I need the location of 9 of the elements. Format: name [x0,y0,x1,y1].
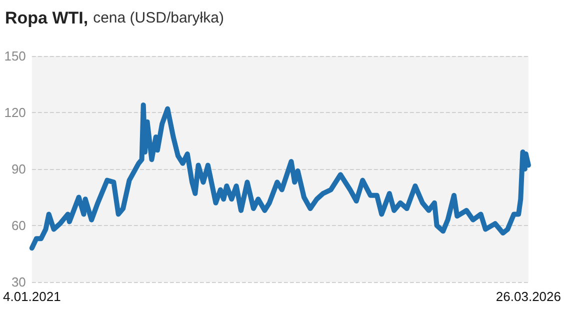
chart-title: Ropa WTI, [5,8,88,28]
y-tick-label: 120 [4,105,26,120]
y-tick-label: 150 [4,48,26,64]
x-tick-label: 26.03.2026 [496,289,562,304]
x-tick-label: 4.01.2021 [2,289,61,304]
y-tick-label: 30 [11,274,26,290]
y-tick-label: 90 [11,162,26,176]
chart-subtitle: cena (USD/baryłka) [93,10,224,26]
y-tick-label: 60 [11,218,26,233]
